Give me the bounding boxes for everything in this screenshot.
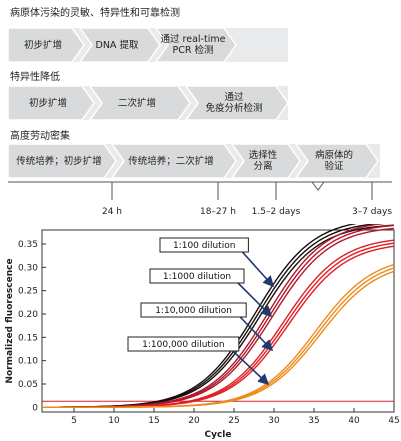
series-arrow xyxy=(232,350,270,386)
y-tick-label: 0.15 xyxy=(18,333,38,343)
section-3-title: 高度劳动密集 xyxy=(10,131,70,142)
workflow-step-label: 传统培养；初步扩增 xyxy=(16,155,102,167)
workflow-step: 传统培养；初步扩增 xyxy=(7,143,117,179)
workflow-step: 二次扩增 xyxy=(88,85,191,121)
y-tick-label: 0 xyxy=(32,403,38,413)
timeline-label: 18–27 h xyxy=(200,207,236,217)
workflow-step: 通过 real-time PCR 检测 xyxy=(154,27,237,63)
workflow-step: 选择性 分离 xyxy=(230,143,301,179)
x-tick-label: 35 xyxy=(308,416,319,426)
y-tick-label: 0.30 xyxy=(18,263,38,273)
workflow-step-label: 初步扩增 xyxy=(23,39,62,51)
workflow-step-label: 病原体的 验证 xyxy=(314,150,353,172)
timeline-break xyxy=(311,181,325,191)
x-tick-label: 25 xyxy=(228,416,239,426)
workflow-step-label: 通过 免疫分析检测 xyxy=(205,92,263,114)
x-tick-label: 40 xyxy=(348,416,360,426)
timeline-label: 1.5–2 days xyxy=(252,207,301,217)
workflow-step: 初步扩增 xyxy=(7,85,95,121)
workflow-step: DNA 提取 xyxy=(78,27,161,63)
x-tick-label: 10 xyxy=(108,416,120,426)
y-axis-label: Normalized fluorescence xyxy=(5,258,15,383)
amplification-chart: 5 10 15 20 25 30 35 40 45 0 0.05 0.10 0.15 0.20 0.25 0.… xyxy=(5,224,400,440)
workflow-step: 传统培养；二次扩增 xyxy=(110,143,237,179)
workflow-step-label: 传统培养；二次扩增 xyxy=(128,155,214,167)
series-label: 1:100 dilution xyxy=(173,241,235,251)
timeline: 24 h 18–27 h 1.5–2 days 3–7 days xyxy=(8,181,392,217)
timeline-label: 24 h xyxy=(102,207,122,217)
series-label-box xyxy=(159,237,249,253)
series-arrow xyxy=(241,251,275,288)
series-label-box xyxy=(140,302,247,318)
series-arrow xyxy=(239,316,274,352)
series-arrow xyxy=(237,282,273,318)
series-line xyxy=(42,270,395,409)
workflow-step: 通过 免疫分析检测 xyxy=(184,85,289,121)
series-label: 1:100,000 dilution xyxy=(142,340,225,350)
series-label-box xyxy=(127,336,240,352)
y-tick-label: 0.10 xyxy=(18,357,38,367)
workflow-step-label: 通过 real-time PCR 检测 xyxy=(160,34,226,56)
series-label: 1:1000 dilution xyxy=(163,272,231,282)
timeline-label: 3–7 days xyxy=(352,207,392,217)
x-tick-label: 45 xyxy=(388,416,399,426)
workflow-step-label: DNA 提取 xyxy=(95,39,139,51)
y-tick-label: 0.35 xyxy=(18,240,38,250)
x-tick-label: 20 xyxy=(188,416,200,426)
y-tick-label: 0.05 xyxy=(18,380,38,390)
y-tick-label: 0.25 xyxy=(18,287,38,297)
section-1-title: 病原体污染的灵敏、特异性和可靠检测 xyxy=(10,8,180,19)
plot-frame xyxy=(41,229,395,413)
series-line xyxy=(42,263,395,409)
workflow-step: 初步扩增 xyxy=(7,27,85,63)
x-tick-label: 15 xyxy=(148,416,159,426)
workflow-step-label: 选择性 分离 xyxy=(248,150,278,172)
x-axis-label: Cycle xyxy=(205,430,232,440)
y-tick-label: 0.20 xyxy=(18,310,38,320)
series-label: 1:10,000 dilution xyxy=(155,306,232,316)
x-tick-label: 5 xyxy=(71,416,77,426)
workflow-step: 病原体的 验证 xyxy=(294,143,379,179)
x-tick-label: 30 xyxy=(268,416,280,426)
workflow-step-label: 初步扩增 xyxy=(28,97,67,109)
workflow-step-label: 二次扩增 xyxy=(117,97,156,109)
series-label-box xyxy=(149,268,245,284)
section-2-title: 特异性降低 xyxy=(10,72,60,83)
